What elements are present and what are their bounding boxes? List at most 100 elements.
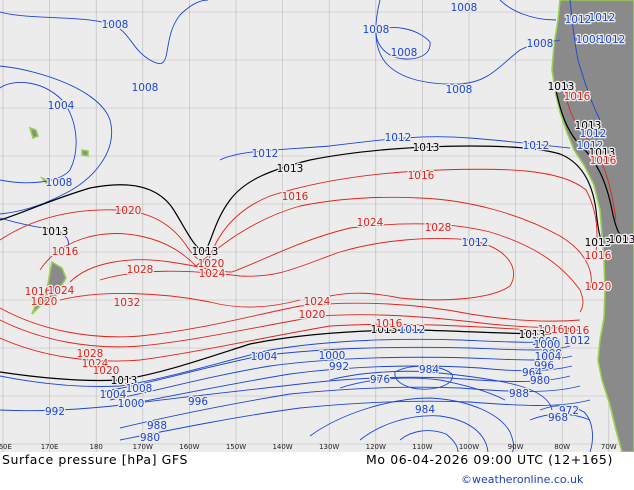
isobar-968 bbox=[359, 415, 489, 452]
south-america-landmass bbox=[551, 0, 634, 452]
isobar-label: 1020 bbox=[198, 258, 225, 270]
isobar-1028 bbox=[99, 238, 514, 301]
isobar-996 bbox=[0, 375, 571, 412]
isobar-label: 1032 bbox=[114, 297, 141, 309]
isobar-label: 1024 bbox=[48, 285, 75, 297]
isobar-1008-w bbox=[0, 65, 112, 215]
isobar-976 bbox=[394, 365, 453, 390]
isobar-label: 1024 bbox=[199, 268, 226, 280]
isobar-label: 988 bbox=[147, 420, 167, 432]
island-2 bbox=[81, 149, 89, 157]
isobar-lines bbox=[0, 0, 631, 452]
isobar-1012-south bbox=[0, 338, 561, 387]
isobar-label: 984 bbox=[415, 404, 435, 416]
isobar-label: 968 bbox=[548, 412, 568, 424]
isobar-label: 1008 bbox=[576, 34, 603, 46]
isobar-label: 1016 bbox=[564, 91, 591, 103]
isobar-label: 1008 bbox=[549, 82, 576, 94]
isobar-label: 1012 bbox=[385, 132, 412, 144]
isobar-label: 1008 bbox=[102, 19, 129, 31]
isobar-label: 1020 bbox=[31, 296, 58, 308]
isobar-964 bbox=[399, 430, 459, 452]
valid-time: Mo 06-04-2026 09:00 UTC (12+165) bbox=[366, 452, 613, 467]
isobar-label: 1024 bbox=[304, 296, 331, 308]
isobar-1004-south bbox=[109, 355, 573, 401]
isobar-label: 1013 bbox=[111, 375, 138, 387]
isobar-label: 1013 bbox=[575, 120, 602, 132]
isobar-label: 1016 bbox=[282, 191, 309, 203]
longitude-label: 140W bbox=[272, 443, 292, 451]
isobar-label: 1016 bbox=[538, 324, 565, 336]
isobar-label: 1012 bbox=[399, 324, 426, 336]
new-zealand-landmass bbox=[31, 260, 67, 315]
isobar-1008-ne bbox=[499, 0, 557, 21]
isobar-1012-w bbox=[0, 217, 69, 247]
isobar-label: 1008 bbox=[532, 336, 559, 348]
isobar-label: 1028 bbox=[77, 348, 104, 360]
isobar-label: 1020 bbox=[93, 365, 120, 377]
isobar-label: 1024 bbox=[82, 358, 109, 370]
isobar-label: 1013 bbox=[589, 147, 616, 159]
longitude-label: 150W bbox=[226, 443, 246, 451]
pressure-map: 160E170E180170W160W150W140W130W120W110W1… bbox=[0, 0, 634, 452]
longitude-label: 90W bbox=[508, 443, 524, 451]
isobar-1013-south bbox=[0, 327, 571, 382]
isobar-label: 1020 bbox=[585, 281, 612, 293]
isobar-label: 1013 bbox=[277, 163, 304, 175]
isobar-972-east bbox=[529, 413, 591, 421]
isobar-label: 992 bbox=[45, 406, 65, 418]
isobar-label: 996 bbox=[188, 396, 208, 408]
isobar-980 bbox=[339, 377, 506, 401]
longitude-axis: 160E 170E 180 170W 160W 150W 140W 130W 120W 110W 1… bbox=[0, 443, 617, 451]
isobar-label: 1016 bbox=[376, 318, 403, 330]
isobar-label: 964 bbox=[522, 367, 542, 379]
isobar-1008-ring bbox=[375, 27, 431, 60]
isobar-label: 1013 bbox=[192, 246, 219, 258]
isobar-1016-north bbox=[0, 168, 598, 263]
isobar-label: 1012 bbox=[580, 128, 607, 140]
map-title: Surface pressure [hPa] GFS bbox=[2, 452, 189, 467]
isobar-988 bbox=[119, 399, 591, 441]
isobar-label: 1024 bbox=[357, 217, 384, 229]
isobar-label: 1016 bbox=[25, 286, 52, 298]
isobar-1012-coast bbox=[569, 0, 601, 121]
longitude-label: 160W bbox=[179, 443, 199, 451]
isobar-label: 1008 bbox=[446, 84, 473, 96]
isobar-label: 1016 bbox=[52, 246, 79, 258]
isobar-label: 1004 bbox=[251, 351, 278, 363]
isobar-label: 976 bbox=[370, 374, 390, 386]
longitude-label: 120W bbox=[366, 443, 386, 451]
isobar-1013-north bbox=[0, 145, 603, 253]
credit-link[interactable]: ©weatheronline.co.uk bbox=[461, 473, 584, 486]
isobar-label: 980 bbox=[140, 432, 160, 444]
isobar-1016-coast bbox=[561, 79, 617, 221]
longitude-label: 80W bbox=[554, 443, 570, 451]
isobar-1008-south bbox=[99, 345, 571, 393]
isobar-label: 1000 bbox=[319, 350, 346, 362]
isobar-1024-south bbox=[0, 302, 581, 338]
isobar-1000-south bbox=[119, 365, 573, 407]
isobar-label: 988 bbox=[509, 388, 529, 400]
isobar-label: 1016 bbox=[590, 155, 617, 167]
isobar-label: 1016 bbox=[408, 170, 435, 182]
isobar-label: 1004 bbox=[535, 351, 562, 363]
isobar-1013-coast bbox=[555, 89, 631, 241]
longitude-label: 160E bbox=[0, 443, 12, 451]
isobar-label: 972 bbox=[559, 405, 579, 417]
isobar-968-east bbox=[539, 405, 593, 452]
isobar-label: 1013 bbox=[585, 237, 612, 249]
isobar-label: 992 bbox=[329, 361, 349, 373]
isobar-label: 1008 bbox=[46, 177, 73, 189]
isobar-1008-nw bbox=[0, 0, 209, 64]
longitude-label: 100W bbox=[459, 443, 479, 451]
isobar-972 bbox=[309, 397, 515, 452]
isobar-label: 1012 bbox=[252, 148, 279, 160]
isobar-label: 1008 bbox=[363, 24, 390, 36]
isobar-984 bbox=[329, 370, 553, 411]
isobar-label: 1008 bbox=[126, 383, 153, 395]
isobar-label: 1012 bbox=[565, 14, 592, 26]
isobar-label: 1012 bbox=[589, 12, 616, 24]
isobar-1004-nw bbox=[0, 82, 77, 184]
